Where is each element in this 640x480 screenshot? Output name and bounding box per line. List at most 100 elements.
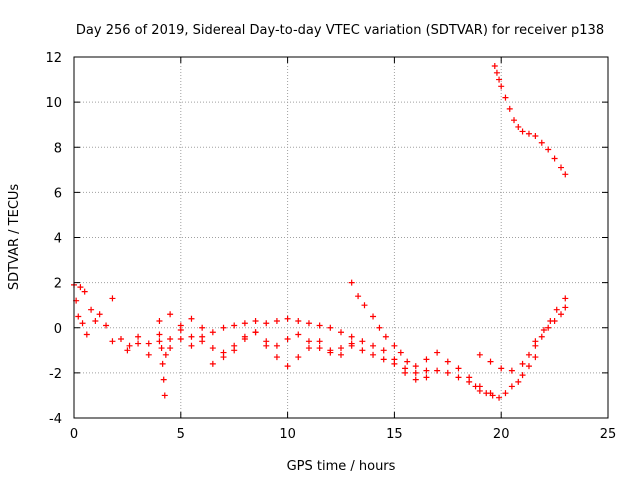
x-tick-label: 25	[600, 427, 617, 442]
data-point	[220, 354, 227, 361]
data-point	[472, 383, 479, 390]
data-point	[370, 351, 377, 358]
data-point	[109, 295, 116, 302]
data-point	[305, 345, 312, 352]
x-tick-label: 10	[279, 427, 296, 442]
data-point	[545, 146, 552, 153]
data-point	[263, 320, 270, 327]
data-point	[391, 360, 398, 367]
data-point	[355, 293, 362, 300]
data-point	[188, 315, 195, 322]
grid-lines	[74, 57, 608, 418]
data-point	[412, 369, 419, 376]
data-point	[359, 347, 366, 354]
data-point	[88, 306, 95, 313]
series-late-rise-2	[532, 304, 569, 349]
data-point	[551, 317, 558, 324]
data-point	[519, 128, 526, 135]
series-track-c	[156, 311, 355, 370]
data-point	[220, 324, 227, 331]
data-point	[231, 322, 238, 329]
data-point	[455, 374, 462, 381]
data-point	[538, 333, 545, 340]
data-point	[79, 320, 86, 327]
data-point	[188, 342, 195, 349]
data-point	[273, 354, 280, 361]
data-point	[502, 94, 509, 101]
data-point	[158, 345, 165, 352]
data-point	[553, 306, 560, 313]
data-point	[199, 338, 206, 345]
data-point	[506, 105, 513, 112]
data-point	[231, 347, 238, 354]
data-point	[338, 351, 344, 358]
data-point	[295, 317, 302, 324]
data-point	[466, 378, 473, 385]
data-point	[551, 155, 558, 162]
data-point	[263, 342, 270, 349]
data-point	[412, 363, 419, 370]
data-point	[404, 358, 411, 365]
data-point	[177, 322, 184, 329]
data-point	[476, 387, 483, 394]
data-point	[199, 324, 206, 331]
y-tick-label: 6	[54, 186, 62, 201]
data-point	[327, 324, 334, 331]
data-point	[562, 295, 569, 302]
data-point	[493, 69, 500, 76]
data-point	[305, 320, 312, 327]
data-point	[423, 356, 430, 363]
data-point	[483, 390, 490, 397]
data-point	[370, 313, 377, 320]
data-point	[348, 279, 355, 286]
data-point	[135, 340, 142, 347]
data-point	[397, 349, 404, 356]
y-tick-label: 0	[54, 322, 62, 337]
data-point	[538, 139, 545, 146]
data-point	[508, 367, 515, 374]
data-point	[159, 360, 166, 367]
data-point	[167, 311, 174, 318]
data-point	[209, 329, 216, 336]
data-point	[434, 367, 441, 374]
y-tick-label: 2	[54, 277, 62, 292]
data-point	[525, 130, 532, 137]
data-point	[402, 369, 409, 376]
data-point	[423, 374, 430, 381]
data-point	[77, 284, 84, 291]
data-point	[75, 313, 82, 320]
data-point	[295, 331, 302, 338]
data-point	[177, 336, 184, 343]
data-point	[156, 317, 163, 324]
data-points	[71, 63, 569, 401]
data-point	[126, 342, 133, 349]
data-point	[209, 345, 216, 352]
data-point	[562, 171, 569, 178]
data-point	[519, 360, 526, 367]
data-point	[284, 363, 291, 370]
series-track-a	[109, 315, 430, 376]
x-tick-label: 5	[177, 427, 185, 442]
data-point	[284, 315, 291, 322]
data-point	[188, 333, 195, 340]
y-tick-label: 12	[45, 51, 62, 66]
data-point	[412, 376, 419, 383]
data-point	[489, 392, 496, 399]
data-point	[252, 329, 259, 336]
data-point	[558, 164, 565, 171]
data-point	[241, 320, 248, 327]
x-axis-label: GPS time / hours	[287, 459, 396, 474]
data-point	[525, 351, 532, 358]
y-axis-label: SDTVAR / TECUs	[7, 184, 22, 291]
data-point	[145, 351, 152, 358]
data-point	[348, 333, 355, 340]
data-point	[316, 338, 323, 345]
data-point	[532, 354, 539, 361]
data-point	[532, 132, 539, 139]
series-late-rise	[476, 295, 569, 374]
y-tick-label: -4	[49, 412, 62, 427]
data-point	[444, 358, 451, 365]
x-tick-label: 0	[70, 427, 78, 442]
data-point	[380, 347, 387, 354]
data-point	[359, 338, 366, 345]
